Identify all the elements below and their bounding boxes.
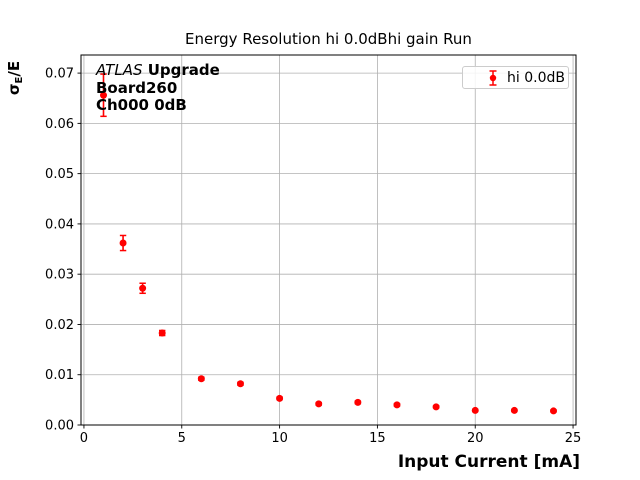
x-tick-label: 10 xyxy=(271,431,288,446)
data-point xyxy=(119,239,127,247)
x-axis-label: Input Current [mA] xyxy=(397,452,580,472)
data-point xyxy=(139,284,147,292)
legend-label: hi 0.0dB xyxy=(507,69,565,86)
legend: hi 0.0dB xyxy=(462,66,569,89)
annotation-atlas: ATLAS xyxy=(96,61,143,79)
data-point xyxy=(550,407,557,415)
data-point xyxy=(158,329,166,337)
y-tick-label: 0.00 xyxy=(45,419,74,434)
data-point xyxy=(100,91,107,99)
data-point xyxy=(236,380,244,388)
y-tick-label: 0.04 xyxy=(45,217,74,232)
y-tick-label: 0.06 xyxy=(45,117,74,132)
axes-frame xyxy=(80,54,577,426)
annotation-line-1: ATLAS Upgrade xyxy=(96,61,220,80)
annotation-line-3: Ch000 0dB xyxy=(96,96,187,114)
data-point xyxy=(315,400,323,408)
x-tick-label: 5 xyxy=(178,431,186,446)
annotation-upgrade: Upgrade xyxy=(142,61,220,79)
errorbar-marker-icon xyxy=(489,69,497,86)
data-point xyxy=(471,406,479,414)
annotation-block: ATLAS Upgrade Board260 Ch000 0dB xyxy=(96,61,220,115)
chart-title: Energy Resolution hi 0.0dBhi gain Run xyxy=(185,30,472,48)
y-tick-label: 0.05 xyxy=(45,167,74,182)
x-tick-label: 25 xyxy=(565,431,582,446)
x-tick-label: 20 xyxy=(467,431,484,446)
y-axis-label-sigma: σ xyxy=(5,83,23,96)
y-tick-label: 0.02 xyxy=(45,318,74,333)
y-axis-label: σE/E xyxy=(5,49,25,107)
x-tick-label: 15 xyxy=(369,431,386,446)
data-point xyxy=(432,403,440,411)
data-point xyxy=(354,398,362,406)
y-axis-label-subscript: E xyxy=(14,76,25,84)
data-point xyxy=(510,406,518,414)
annotation-line-2: Board260 xyxy=(96,78,178,97)
y-tick-label: 0.03 xyxy=(45,268,74,283)
y-axis-label-rest: /E xyxy=(5,60,23,77)
data-point xyxy=(276,394,284,402)
data-point xyxy=(197,375,205,383)
data-point xyxy=(393,401,401,409)
x-tick-label: 0 xyxy=(80,431,88,446)
y-tick-label: 0.01 xyxy=(45,368,74,383)
y-tick-label: 0.07 xyxy=(45,67,74,82)
